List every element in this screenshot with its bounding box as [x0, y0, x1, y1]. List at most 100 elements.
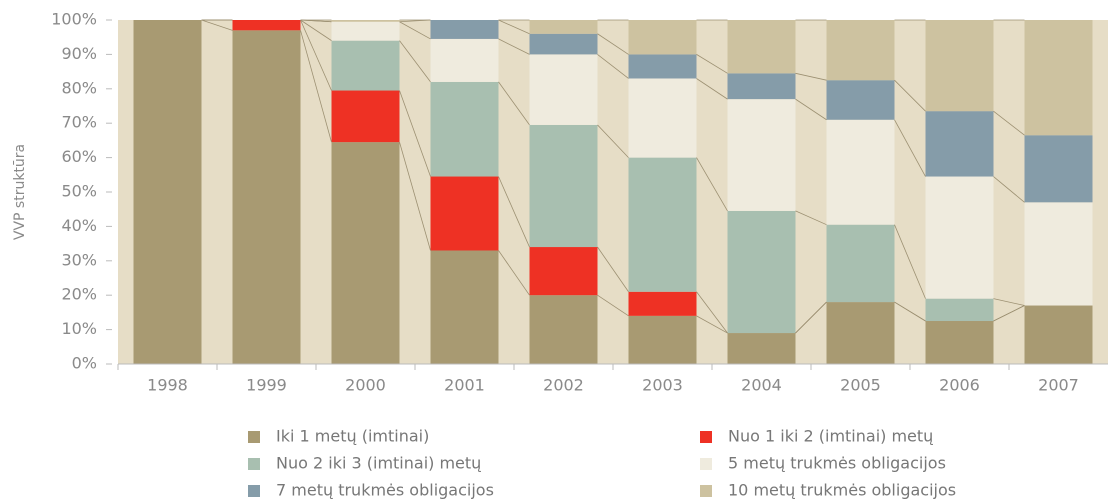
connector — [498, 38, 530, 55]
connector — [894, 224, 926, 299]
connector — [300, 30, 332, 143]
connector — [993, 110, 1025, 136]
bar-segment — [727, 73, 796, 100]
bar-segment — [331, 21, 400, 41]
connector — [399, 40, 431, 83]
bar-segment — [1024, 135, 1093, 203]
connector — [795, 98, 827, 121]
bar-segment — [925, 20, 994, 112]
bar-segment — [727, 333, 796, 364]
bar-segment — [232, 30, 301, 364]
connector — [201, 19, 233, 31]
connector — [795, 301, 827, 334]
bar-segment — [430, 176, 499, 251]
y-tick-label: 80% — [61, 78, 97, 97]
bar-segment — [628, 20, 697, 55]
connector — [597, 54, 629, 79]
x-tick-label: 2002 — [543, 376, 584, 395]
legend-swatch — [248, 485, 260, 497]
bar-segment — [529, 124, 598, 248]
connector — [399, 90, 431, 177]
connector — [300, 19, 332, 41]
bar-segment — [331, 142, 400, 364]
bar-segment — [628, 157, 697, 292]
bar-segment — [430, 20, 499, 39]
bar-segment — [628, 78, 697, 158]
bar-segment — [628, 54, 697, 79]
x-tick-label: 2007 — [1038, 376, 1079, 395]
bar-segment — [727, 99, 796, 211]
y-tick-label: 30% — [61, 250, 97, 269]
y-tick-label: 70% — [61, 113, 97, 132]
bar-segment — [529, 20, 598, 34]
bar-segment — [529, 33, 598, 55]
bar-segment — [1024, 305, 1093, 364]
connector — [498, 176, 530, 248]
bar-segment — [628, 315, 697, 364]
bar-segment — [826, 119, 895, 225]
x-tick-label: 2001 — [444, 376, 485, 395]
x-tick-label: 2006 — [939, 376, 980, 395]
bar-segment — [529, 295, 598, 364]
bar-segment — [826, 80, 895, 120]
x-tick-label: 2005 — [840, 376, 881, 395]
legend-swatch — [248, 458, 260, 470]
y-tick-label: 100% — [51, 10, 97, 29]
connector — [894, 301, 926, 322]
connector — [300, 19, 332, 91]
bar-segment — [628, 291, 697, 316]
y-tick-label: 20% — [61, 285, 97, 304]
connector — [399, 142, 431, 251]
y-tick-label: 10% — [61, 319, 97, 338]
x-tick-label: 2003 — [642, 376, 683, 395]
legend-label: Iki 1 metų (imtinai) — [276, 427, 429, 446]
connector — [498, 81, 530, 126]
bar-segment — [826, 224, 895, 303]
bar-segment — [925, 111, 994, 177]
bar-segment — [331, 90, 400, 143]
y-tick-label: 40% — [61, 216, 97, 235]
bar-segment — [529, 247, 598, 296]
connector — [696, 315, 728, 334]
bar-segment — [925, 321, 994, 364]
legend-label: Nuo 1 iki 2 (imtinai) metų — [728, 427, 933, 446]
x-tick-label: 1999 — [246, 376, 287, 395]
connector — [498, 250, 530, 296]
y-axis-title: VVP struktūra — [12, 144, 28, 240]
connector — [597, 294, 629, 317]
connector — [597, 246, 629, 292]
legend-label: 10 metų trukmės obligacijos — [728, 481, 956, 500]
legend-swatch — [700, 485, 712, 497]
y-tick-label: 60% — [61, 147, 97, 166]
bar-segment — [1024, 20, 1093, 136]
connector — [993, 305, 1025, 322]
connector — [597, 33, 629, 55]
connector — [696, 78, 728, 100]
connector — [795, 72, 827, 81]
legend-label: Nuo 2 iki 3 (imtinai) metų — [276, 454, 481, 473]
bar-segment — [430, 38, 499, 82]
bar-segment — [925, 176, 994, 299]
legend-swatch — [248, 431, 260, 443]
connector — [399, 21, 431, 40]
bar-segment — [1024, 202, 1093, 306]
x-tick-label: 1998 — [147, 376, 188, 395]
bar-segment — [133, 20, 202, 364]
connector — [894, 119, 926, 177]
connector — [696, 157, 728, 212]
connector — [597, 124, 629, 158]
y-tick-label: 90% — [61, 44, 97, 63]
bar-segment — [430, 81, 499, 177]
y-tick-label: 0% — [72, 354, 97, 373]
legend-label: 7 metų trukmės obligacijos — [276, 481, 494, 500]
bar-segment — [727, 210, 796, 334]
connector — [696, 291, 728, 334]
bar-segment — [331, 20, 400, 22]
x-tick-label: 2000 — [345, 376, 386, 395]
bar-segment — [826, 302, 895, 364]
x-tick-label: 2004 — [741, 376, 782, 395]
connector — [498, 19, 530, 35]
bar-segment — [727, 20, 796, 74]
bar-segment — [826, 20, 895, 81]
